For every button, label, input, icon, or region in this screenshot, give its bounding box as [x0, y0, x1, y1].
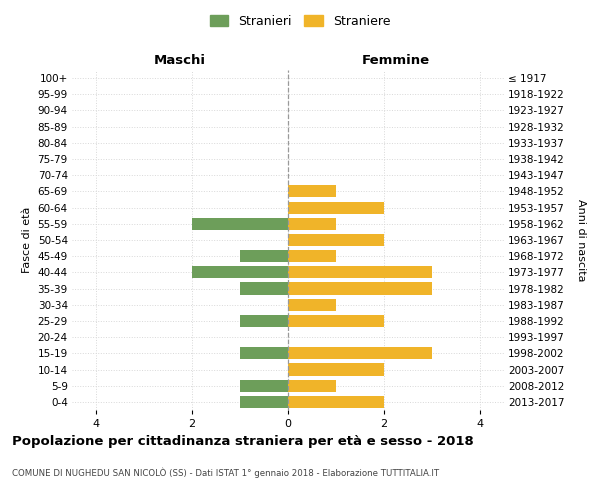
- Bar: [288, 348, 432, 360]
- Bar: [192, 218, 288, 230]
- Bar: [240, 282, 288, 294]
- Bar: [288, 380, 336, 392]
- Bar: [288, 282, 432, 294]
- Bar: [240, 380, 288, 392]
- Text: Femmine: Femmine: [362, 54, 430, 67]
- Bar: [288, 202, 384, 213]
- Bar: [288, 315, 384, 327]
- Bar: [240, 348, 288, 360]
- Y-axis label: Fasce di età: Fasce di età: [22, 207, 32, 273]
- Text: COMUNE DI NUGHEDU SAN NICOLÒ (SS) - Dati ISTAT 1° gennaio 2018 - Elaborazione TU: COMUNE DI NUGHEDU SAN NICOLÒ (SS) - Dati…: [12, 468, 439, 478]
- Bar: [288, 266, 432, 278]
- Legend: Stranieri, Straniere: Stranieri, Straniere: [206, 11, 394, 32]
- Bar: [288, 186, 336, 198]
- Bar: [192, 266, 288, 278]
- Bar: [288, 298, 336, 311]
- Bar: [288, 364, 384, 376]
- Bar: [288, 396, 384, 408]
- Bar: [288, 234, 384, 246]
- Bar: [240, 250, 288, 262]
- Y-axis label: Anni di nascita: Anni di nascita: [576, 198, 586, 281]
- Bar: [288, 250, 336, 262]
- Text: Maschi: Maschi: [154, 54, 206, 67]
- Bar: [288, 218, 336, 230]
- Bar: [240, 315, 288, 327]
- Bar: [240, 396, 288, 408]
- Text: Popolazione per cittadinanza straniera per età e sesso - 2018: Popolazione per cittadinanza straniera p…: [12, 435, 474, 448]
